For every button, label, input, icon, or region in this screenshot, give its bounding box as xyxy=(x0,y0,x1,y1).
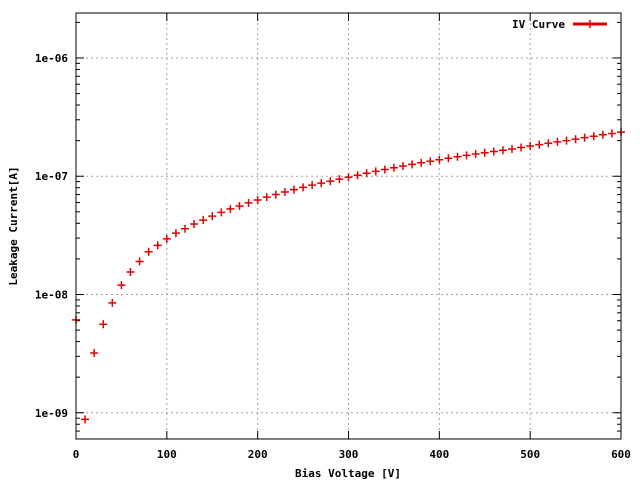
data-point xyxy=(598,130,607,139)
legend-marker xyxy=(586,20,594,28)
data-point xyxy=(426,157,435,166)
data-point xyxy=(580,133,589,142)
data-point xyxy=(271,190,280,199)
data-point xyxy=(181,224,189,233)
x-tick-label: 100 xyxy=(157,448,177,461)
data-point xyxy=(589,132,598,141)
data-point xyxy=(153,241,162,250)
grid-lines xyxy=(76,13,621,439)
data-point xyxy=(571,135,580,144)
data-point xyxy=(544,139,553,148)
data-point xyxy=(399,162,407,171)
data-point xyxy=(135,257,144,266)
data-point xyxy=(517,143,526,152)
data-point xyxy=(99,320,108,329)
data-point xyxy=(126,267,135,276)
data-point xyxy=(208,212,217,221)
data-point xyxy=(81,415,90,424)
data-point xyxy=(171,229,180,238)
data-point xyxy=(498,146,507,155)
data-point xyxy=(244,198,253,207)
data-point xyxy=(144,247,153,256)
y-tick-label: 1e-07 xyxy=(35,170,68,183)
x-tick-label: 500 xyxy=(520,448,540,461)
data-point xyxy=(299,183,308,192)
data-point xyxy=(417,158,426,167)
data-point xyxy=(317,179,326,188)
x-tick-label: 300 xyxy=(339,448,359,461)
data-point xyxy=(362,169,371,178)
data-point xyxy=(526,142,535,151)
x-tick-label: 400 xyxy=(429,448,449,461)
y-axis-label: Leakage Current[A] xyxy=(7,166,20,285)
data-point xyxy=(217,208,226,217)
data-point xyxy=(326,177,335,186)
data-point xyxy=(353,171,362,180)
data-point xyxy=(190,219,199,228)
data-point xyxy=(308,181,317,190)
data-point xyxy=(389,163,398,172)
legend-label: IV Curve xyxy=(512,18,565,31)
data-point xyxy=(262,193,271,202)
data-point xyxy=(508,144,516,153)
data-point xyxy=(535,140,544,149)
data-point xyxy=(117,281,126,290)
data-point xyxy=(553,137,562,146)
data-point xyxy=(162,234,171,243)
data-point xyxy=(462,151,471,160)
data-point xyxy=(471,150,480,159)
data-point xyxy=(199,216,208,225)
x-tick-labels: 0 100 200 300 400 500 600 xyxy=(73,448,631,461)
data-point xyxy=(108,298,117,307)
data-point xyxy=(235,202,244,211)
data-point xyxy=(607,129,616,138)
data-point xyxy=(371,167,380,176)
data-point xyxy=(335,175,344,184)
data-point xyxy=(226,204,235,213)
plot-frame xyxy=(75,12,622,440)
data-point xyxy=(562,136,571,145)
data-point xyxy=(435,155,444,164)
y-tick-label: 1e-08 xyxy=(35,288,68,301)
data-point xyxy=(290,185,298,194)
x-tick-label: 0 xyxy=(73,448,80,461)
data-point xyxy=(280,188,289,197)
data-point xyxy=(453,152,462,161)
data-point xyxy=(408,160,417,169)
y-tick-label: 1e-09 xyxy=(35,407,68,420)
data-point xyxy=(253,195,262,204)
x-axis-label: Bias Voltage [V] xyxy=(295,467,401,480)
y-tick-label: 1e-06 xyxy=(35,52,68,65)
data-point xyxy=(444,154,453,163)
data-point xyxy=(380,165,389,174)
data-point xyxy=(489,147,498,156)
data-points xyxy=(72,128,625,424)
x-tick-label: 200 xyxy=(248,448,268,461)
legend: IV Curve xyxy=(512,18,607,31)
axis-ticks xyxy=(75,13,622,440)
x-tick-label: 600 xyxy=(611,448,631,461)
data-point xyxy=(90,349,99,358)
data-point xyxy=(344,173,353,182)
data-point xyxy=(480,148,489,157)
y-tick-labels: 1e-09 1e-08 1e-07 1e-06 xyxy=(35,52,68,420)
